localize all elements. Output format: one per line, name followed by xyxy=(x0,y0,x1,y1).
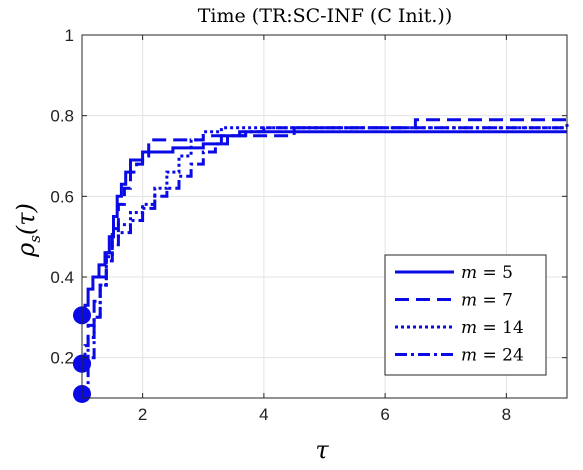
legend-value: = 5 xyxy=(477,263,513,283)
legend-label-1: m = 5 xyxy=(461,263,513,283)
legend-label-2: m = 7 xyxy=(461,291,513,311)
legend-value: = 24 xyxy=(477,346,524,366)
x-tick-label: 2 xyxy=(138,405,147,424)
series-line-2 xyxy=(82,118,567,366)
x-axis-label: τ xyxy=(315,436,329,464)
series-line-4 xyxy=(82,123,569,396)
legend-value: = 14 xyxy=(477,318,524,338)
y-axis-label-main: ρ xyxy=(12,243,40,258)
svg-text:ρs(τ): ρs(τ) xyxy=(12,203,44,258)
y-axis-label-sub: s xyxy=(26,235,44,243)
x-tick-label: 4 xyxy=(259,405,268,424)
legend-value: = 7 xyxy=(477,291,513,311)
plot-box xyxy=(81,34,568,399)
series-line-3 xyxy=(82,126,567,366)
axes xyxy=(81,34,568,399)
legend-label-4: m = 24 xyxy=(461,346,524,366)
plot-series xyxy=(73,118,569,403)
series-line-1 xyxy=(82,130,567,317)
legend-var: m xyxy=(461,263,477,283)
legend-var: m xyxy=(461,318,477,338)
y-tick-label: 0.4 xyxy=(50,268,74,287)
chart-title: Time (TR:SC-INF (C Init.)) xyxy=(198,5,452,27)
legend: m = 5m = 7m = 14m = 24 xyxy=(384,254,547,376)
y-tick-label: 0.2 xyxy=(50,349,74,368)
legend-label-3: m = 14 xyxy=(461,318,524,338)
tick-labels: 2 4 6 8 0.2 0.4 0.6 0.8 1 xyxy=(50,26,511,424)
legend-var: m xyxy=(461,291,477,311)
y-tick-label: 0.8 xyxy=(50,107,74,126)
y-tick-label: 1 xyxy=(65,26,74,45)
legend-var: m xyxy=(461,346,477,366)
x-tick-label: 6 xyxy=(380,405,389,424)
y-axis-label-arg: (τ) xyxy=(12,203,40,235)
y-axis-label: ρs(τ) xyxy=(12,203,44,258)
x-tick-label: 8 xyxy=(502,405,511,424)
y-tick-label: 0.6 xyxy=(50,187,74,206)
